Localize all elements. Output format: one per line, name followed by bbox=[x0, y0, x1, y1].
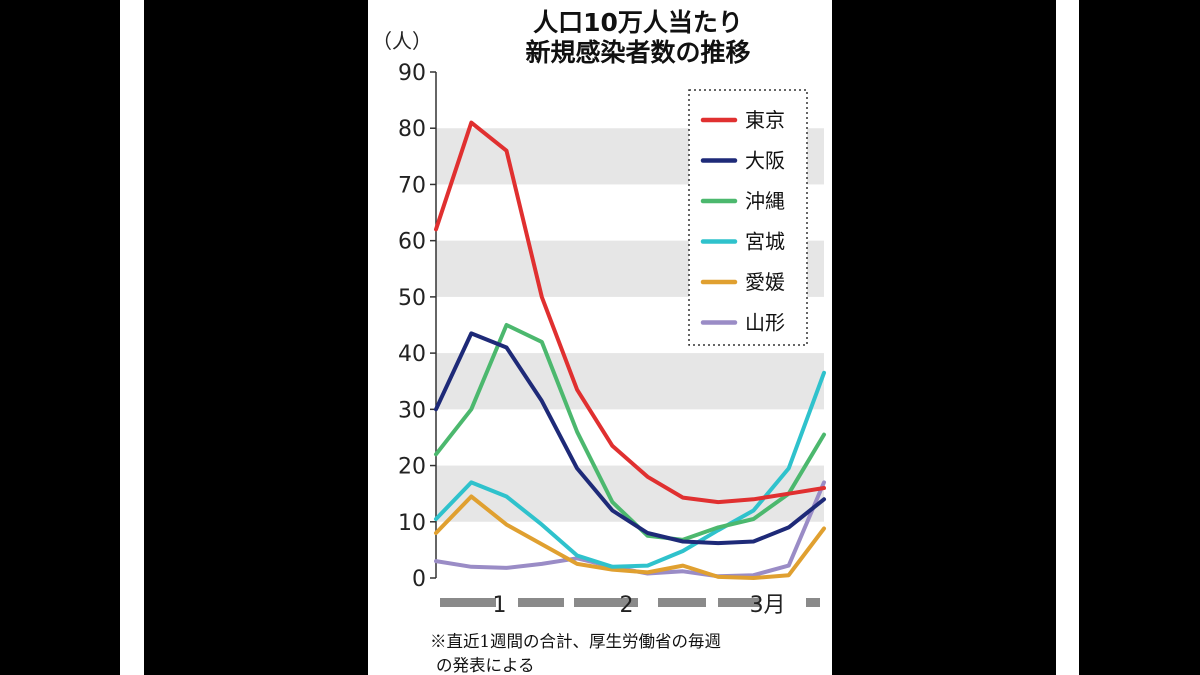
y-axis-unit-label: （人） bbox=[372, 29, 432, 53]
legend-label: 大阪 bbox=[745, 149, 785, 173]
series-lines bbox=[434, 120, 826, 580]
x-axis-period-bar bbox=[718, 598, 760, 607]
y-axis: 0 10 20 30 40 50 60 70 80 90 （人） bbox=[372, 29, 437, 592]
series-line-沖縄 bbox=[434, 323, 826, 542]
series-line-宮城 bbox=[434, 370, 826, 569]
y-tick-label: 60 bbox=[398, 230, 426, 255]
y-tick-label: 40 bbox=[398, 342, 426, 367]
x-axis-period-bar bbox=[440, 598, 496, 607]
chart-title-line-1: 人口10万人当たり bbox=[533, 8, 743, 37]
series-line-愛媛 bbox=[434, 494, 826, 580]
x-tick-label: 2 bbox=[619, 593, 633, 618]
black-side-bar-left-outer bbox=[0, 0, 120, 675]
legend-label: 宮城 bbox=[745, 230, 785, 254]
y-tick-label: 80 bbox=[398, 117, 426, 142]
y-tick-label: 50 bbox=[398, 286, 426, 311]
footnote-line-1: ※直近1週間の合計、厚生労働省の毎週 bbox=[430, 632, 721, 651]
legend-label: 東京 bbox=[745, 108, 785, 132]
black-side-bar-left-inner bbox=[144, 0, 368, 675]
series-line-東京 bbox=[434, 120, 826, 505]
x-axis: 1 2 3月 bbox=[440, 593, 820, 618]
x-axis-period-bar bbox=[574, 598, 638, 607]
legend-label: 愛媛 bbox=[745, 270, 785, 294]
legend-label: 沖縄 bbox=[745, 189, 785, 213]
y-tick-label: 0 bbox=[412, 567, 426, 592]
chart-title-line-2: 新規感染者数の推移 bbox=[525, 38, 751, 67]
y-tick-label: 30 bbox=[398, 398, 426, 423]
x-axis-period-bar bbox=[658, 598, 706, 607]
y-tick-label: 90 bbox=[398, 61, 426, 86]
legend-box bbox=[688, 89, 808, 346]
grid-band bbox=[436, 353, 824, 410]
black-side-bar-right-inner bbox=[832, 0, 1056, 675]
x-axis-period-bar bbox=[806, 598, 820, 607]
chart-panel: 人口10万人当たり 新規感染者数の推移 0 10 20 30 40 50 60 70 80 90 （… bbox=[368, 0, 832, 675]
x-tick-label: 3月 bbox=[750, 593, 786, 618]
footnote-line-2: の発表による bbox=[436, 656, 535, 675]
black-side-bar-right-outer bbox=[1079, 0, 1200, 675]
x-tick-label: 1 bbox=[492, 593, 506, 618]
x-axis-period-bar bbox=[518, 598, 564, 607]
y-tick-label: 20 bbox=[398, 455, 426, 480]
y-tick-label: 70 bbox=[398, 173, 426, 198]
series-line-大阪 bbox=[434, 331, 826, 546]
legend-label: 山形 bbox=[745, 311, 785, 335]
y-tick-label: 10 bbox=[398, 511, 426, 536]
